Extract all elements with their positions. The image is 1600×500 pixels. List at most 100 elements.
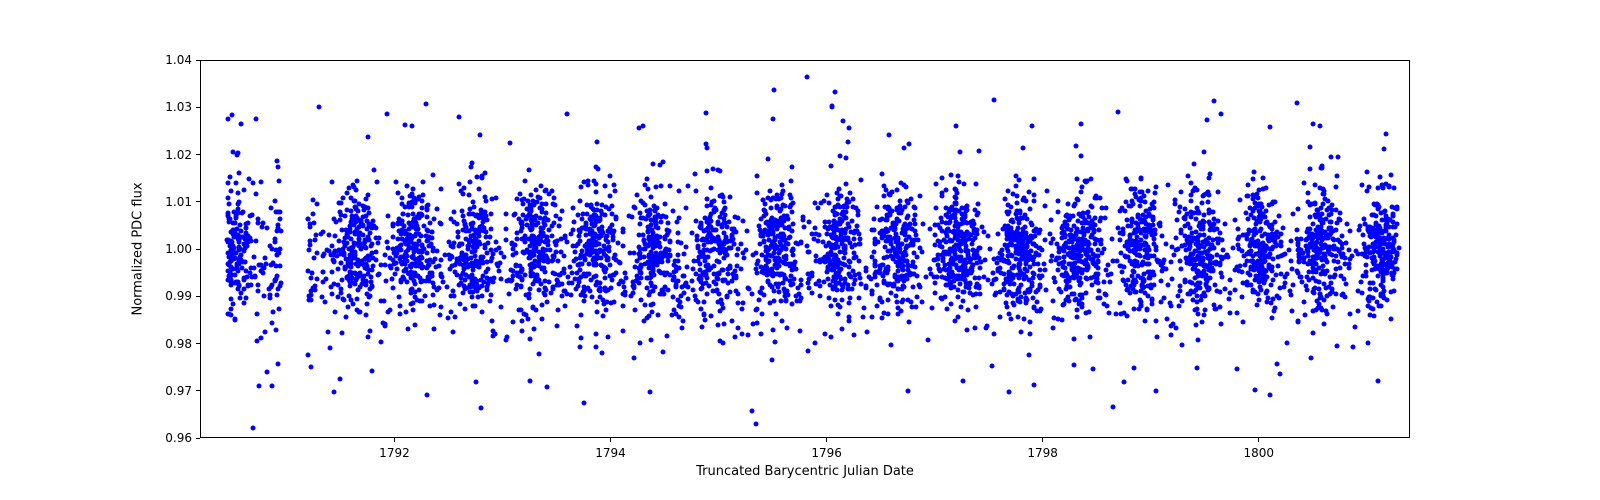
data-point	[949, 281, 954, 286]
data-point	[994, 291, 999, 296]
data-point	[1189, 280, 1194, 285]
data-point	[1072, 204, 1077, 209]
data-point	[398, 232, 403, 237]
data-point	[1289, 238, 1294, 243]
data-point	[716, 234, 721, 239]
data-point	[1109, 237, 1114, 242]
data-point	[554, 277, 559, 282]
data-point	[659, 219, 664, 224]
data-point	[404, 183, 409, 188]
data-point	[1218, 321, 1223, 326]
data-point	[632, 308, 637, 313]
data-point	[593, 332, 598, 337]
data-point	[234, 266, 239, 271]
data-point	[556, 282, 561, 287]
data-point	[721, 200, 726, 205]
data-point	[829, 334, 834, 339]
data-point	[778, 232, 783, 237]
data-point	[1179, 189, 1184, 194]
data-point	[949, 172, 954, 177]
data-point	[1131, 365, 1136, 370]
data-point	[273, 210, 278, 215]
data-point	[1139, 261, 1144, 266]
data-point	[974, 181, 979, 186]
data-point	[850, 197, 855, 202]
data-point	[1130, 220, 1135, 225]
data-point	[1031, 304, 1036, 309]
data-point	[338, 261, 343, 266]
data-point	[430, 292, 435, 297]
data-point	[1320, 164, 1325, 169]
data-point	[511, 269, 516, 274]
data-point	[833, 213, 838, 218]
data-point	[1161, 258, 1166, 263]
data-point	[1019, 256, 1024, 261]
data-point	[394, 253, 399, 258]
data-point	[846, 259, 851, 264]
data-point	[256, 288, 261, 293]
data-point	[332, 233, 337, 238]
data-point	[1097, 227, 1102, 232]
data-point	[418, 262, 423, 267]
data-point	[852, 236, 857, 241]
data-point	[1089, 219, 1094, 224]
data-point	[847, 296, 852, 301]
data-point	[1029, 123, 1034, 128]
data-point	[1038, 267, 1043, 272]
data-point	[807, 285, 812, 290]
data-point	[556, 307, 561, 312]
data-point	[1223, 222, 1228, 227]
data-point	[1256, 259, 1261, 264]
data-point	[942, 250, 947, 255]
data-point	[1377, 251, 1382, 256]
data-point	[959, 234, 964, 239]
data-point	[1314, 208, 1319, 213]
data-point	[1017, 178, 1022, 183]
data-point	[553, 214, 558, 219]
data-point	[376, 236, 381, 241]
data-point	[817, 284, 822, 289]
data-point	[460, 191, 465, 196]
data-point	[855, 213, 860, 218]
data-point	[1322, 321, 1327, 326]
data-point	[1350, 253, 1355, 258]
data-point	[1044, 288, 1049, 293]
data-point	[1127, 233, 1132, 238]
data-point	[739, 331, 744, 336]
data-point	[1269, 301, 1274, 306]
data-point	[1148, 286, 1153, 291]
data-point	[1367, 229, 1372, 234]
data-point	[549, 233, 554, 238]
data-point	[1386, 183, 1391, 188]
data-point	[955, 314, 960, 319]
data-point	[850, 205, 855, 210]
data-point	[1061, 244, 1066, 249]
data-point	[1159, 279, 1164, 284]
data-point	[1021, 232, 1026, 237]
data-point	[438, 258, 443, 263]
data-point	[227, 262, 232, 267]
data-point	[1022, 213, 1027, 218]
data-point	[663, 254, 668, 259]
data-point	[653, 244, 658, 249]
data-point	[733, 335, 738, 340]
data-point	[767, 283, 772, 288]
data-point	[502, 255, 507, 260]
data-point	[1307, 242, 1312, 247]
data-point	[1350, 344, 1355, 349]
data-point	[988, 246, 993, 251]
data-point	[1174, 326, 1179, 331]
data-point	[519, 228, 524, 233]
data-point	[411, 308, 416, 313]
data-point	[522, 311, 527, 316]
data-point	[344, 227, 349, 232]
data-point	[583, 293, 588, 298]
data-point	[1363, 245, 1368, 250]
data-point	[1260, 186, 1265, 191]
data-point	[504, 338, 509, 343]
data-point	[249, 275, 254, 280]
data-point	[485, 275, 490, 280]
data-point	[549, 291, 554, 296]
data-point	[1379, 293, 1384, 298]
data-point	[1251, 290, 1256, 295]
